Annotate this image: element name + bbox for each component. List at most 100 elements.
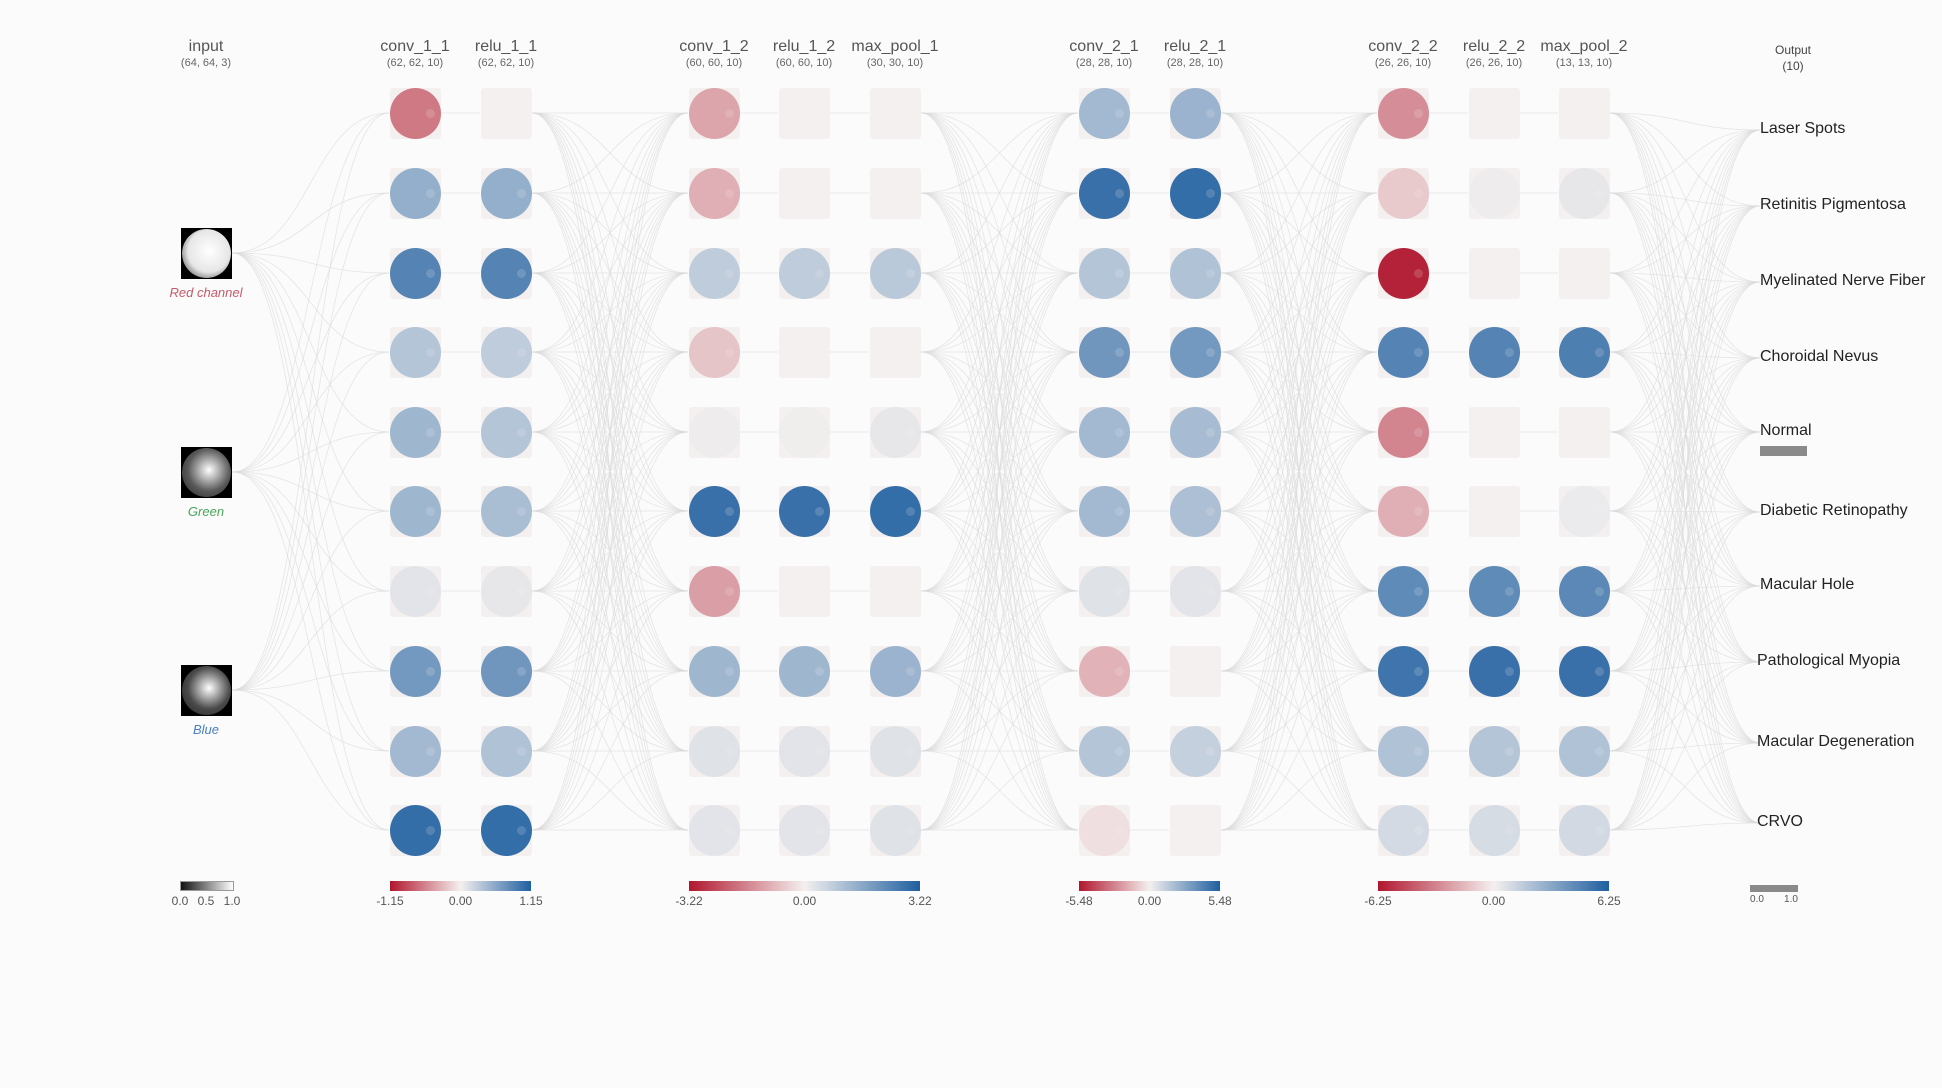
feature-map [1559,327,1610,378]
feature-map-disc [481,327,532,378]
feature-map-disc [390,726,441,777]
feature-map-disc [689,646,740,697]
feature-map-disc [779,805,830,856]
input-scale-tick: 0.0 [171,894,189,908]
feature-map-disc [870,726,921,777]
output-header: Output (10) [1743,42,1843,74]
input-scale-tick: 0.5 [197,894,215,908]
colorscale-tick-max: 6.25 [1597,894,1621,908]
feature-map [779,407,830,458]
edge [1609,112,1761,587]
feature-map [1378,566,1429,617]
optic-disc-spot [1505,269,1514,278]
feature-map-disc [390,327,441,378]
feature-map-disc [689,88,740,139]
edge [1220,112,1378,353]
edge [1609,511,1761,672]
optic-disc-spot [1505,109,1514,118]
feature-map [1469,726,1520,777]
feature-map [870,805,921,856]
optic-disc-spot [1414,269,1423,278]
edge [231,689,390,831]
optic-disc-spot [1595,747,1604,756]
layer-header: relu_1_1 (62, 62, 10) [436,38,576,70]
feature-map [1559,486,1610,537]
optic-disc-spot [1505,826,1514,835]
feature-map-disc [1170,248,1221,299]
feature-map [1378,88,1429,139]
output-probability-bar [1760,446,1807,456]
optic-disc-spot [426,269,435,278]
feature-map [481,566,532,617]
feature-map [689,248,740,299]
optic-disc-spot [426,587,435,596]
optic-disc-spot [1206,587,1215,596]
optic-disc-spot [1115,109,1124,118]
optic-disc-spot [1115,587,1124,596]
layer-shape: (62, 62, 10) [477,57,535,69]
edge [231,471,390,672]
feature-map-disc [390,168,441,219]
optic-disc-spot [1206,826,1215,835]
edge [531,750,689,831]
feature-map [481,327,532,378]
feature-map [1170,327,1221,378]
edge [531,192,689,831]
feature-map [779,327,830,378]
optic-disc-spot [725,587,734,596]
edge [231,351,390,691]
optic-disc-spot [906,109,915,118]
feature-map-disc [870,646,921,697]
feature-map [1469,168,1520,219]
feature-map-disc [1469,726,1520,777]
layer-name: input [188,38,224,55]
input-channel-image [181,228,232,279]
colorscale-tick-mid: 0.00 [792,894,817,908]
feature-map [481,726,532,777]
edge [1609,281,1761,512]
layer-shape: (64, 64, 3) [180,57,232,69]
optic-disc-spot [1505,667,1514,676]
feature-map [481,486,532,537]
edge [1609,351,1761,824]
optic-disc-spot [1414,587,1423,596]
feature-map [390,646,441,697]
optic-disc-spot [1595,507,1604,516]
feature-map [779,566,830,617]
feature-map-disc [689,805,740,856]
feature-map [1170,805,1221,856]
edge [231,670,390,691]
feature-map-disc [870,566,921,617]
feature-map-disc [1079,646,1130,697]
output-class-label: Choroidal Nevus [1760,348,1879,365]
feature-map [870,646,921,697]
feature-map-disc [481,805,532,856]
feature-map-disc [481,566,532,617]
edge [1220,112,1378,831]
feature-map-disc [1079,486,1130,537]
edge [1609,822,1761,831]
edge [1609,511,1761,752]
layer-header: conv_2_2 (26, 26, 10) [1333,38,1473,70]
feature-map [689,646,740,697]
edge [531,112,689,353]
output-scale-tick: 1.0 [1784,894,1798,905]
edge [1609,112,1761,744]
feature-map [1079,248,1130,299]
layer-shape: (62, 62, 10) [386,57,444,69]
feature-map [689,407,740,458]
optic-disc-spot [1505,428,1514,437]
edge [1609,205,1761,592]
optic-disc-spot [426,826,435,835]
edge [1609,351,1761,513]
feature-map-disc [1559,407,1610,458]
retina-disc [182,666,231,715]
edge [531,351,689,831]
feature-map [870,566,921,617]
optic-disc-spot [1595,587,1604,596]
layer-shape: (13, 13, 10) [1555,57,1613,69]
feature-map-disc [779,726,830,777]
edge [1609,357,1761,672]
edge [1220,670,1378,831]
feature-map-disc [1170,805,1221,856]
